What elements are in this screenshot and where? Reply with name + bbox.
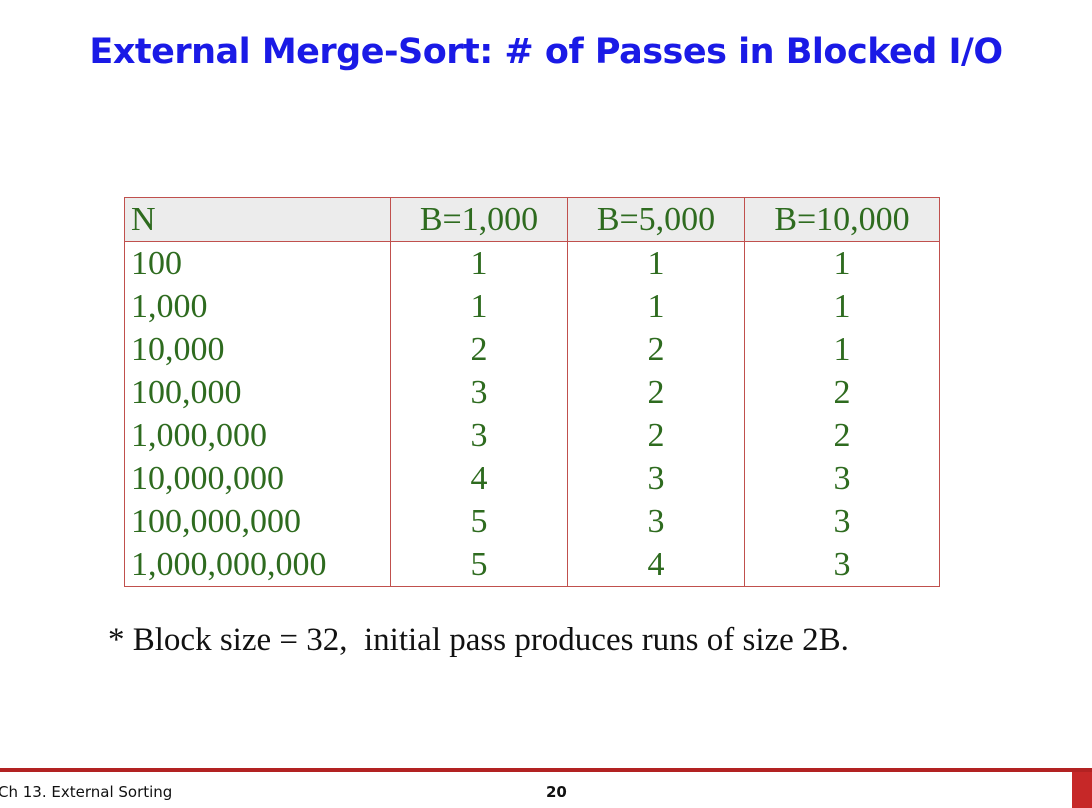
header-row: N B=1,000 B=5,000 B=10,000: [124, 197, 940, 242]
table-row: 10,000,000 4 3 3: [125, 457, 940, 500]
table-cell: 1,000: [131, 288, 208, 325]
table-cell: 5: [390, 500, 568, 543]
table-cell: 2: [567, 328, 745, 371]
table-cell: 2: [744, 414, 940, 457]
table-row: 10,000 2 2 1: [125, 328, 940, 371]
table-cell: 3: [390, 414, 568, 457]
table-cell: 2: [744, 371, 940, 414]
table-cell: 3: [744, 543, 940, 587]
footer-bar: [0, 768, 1092, 772]
table-cell: 5: [390, 543, 568, 587]
table-cell: 1,000,000: [131, 417, 267, 454]
table-cell: 2: [390, 328, 568, 371]
table-cell: 1: [567, 285, 745, 328]
table-cell: 1: [744, 241, 940, 285]
table-cell: 10,000: [131, 331, 225, 368]
table-row: 1,000 1 1 1: [125, 285, 940, 328]
table-cell: 100,000: [131, 374, 242, 411]
table-cell: 3: [390, 371, 568, 414]
table-row: 1,000,000,000 5 4 3: [125, 543, 940, 587]
table-cell: 1: [744, 328, 940, 371]
table-cell: 4: [390, 457, 568, 500]
table-row: 100,000 3 2 2: [125, 371, 940, 414]
footnote: * Block size = 32, initial pass produces…: [108, 622, 849, 658]
table-cell: 1,000,000,000: [131, 546, 327, 583]
logo: [1072, 772, 1092, 808]
table-row: 100,000,000 5 3 3: [125, 500, 940, 543]
table-cell: 2: [567, 371, 745, 414]
header-cell: B=5,000: [567, 197, 745, 242]
footer-course: Ch 13. External Sorting: [0, 783, 173, 801]
header-cell: N: [124, 197, 391, 242]
table-cell: 3: [567, 500, 745, 543]
table-row: 100 1 1 1: [125, 241, 940, 285]
table-cell: 100: [131, 245, 182, 282]
table-body: 100 1 1 1 1,000 1 1 1 10,000 2 2 1 100,000 3 2 2 1,000,0…: [125, 241, 940, 587]
table-cell: 100,000,000: [131, 503, 301, 540]
table-cell: 1: [744, 285, 940, 328]
table-cell: 3: [744, 500, 940, 543]
header-cell: B=10,000: [744, 197, 940, 242]
passes-table: N B=1,000 B=5,000 B=10,000 100 1 1 1 1,000 1 1 1 10…: [124, 197, 940, 587]
table-cell: 4: [567, 543, 745, 587]
table-cell: 1: [390, 241, 568, 285]
table-cell: 3: [744, 457, 940, 500]
table-row: 1,000,000 3 2 2: [125, 414, 940, 457]
page-number: 20: [546, 783, 567, 801]
table-cell: 1: [390, 285, 568, 328]
slide-title: External Merge-Sort: # of Passes in Bloc…: [89, 32, 1003, 72]
table-cell: 10,000,000: [131, 460, 284, 497]
table-cell: 1: [567, 241, 745, 285]
table-cell: 2: [567, 414, 745, 457]
table-cell: 3: [567, 457, 745, 500]
header-cell: B=1,000: [390, 197, 568, 242]
